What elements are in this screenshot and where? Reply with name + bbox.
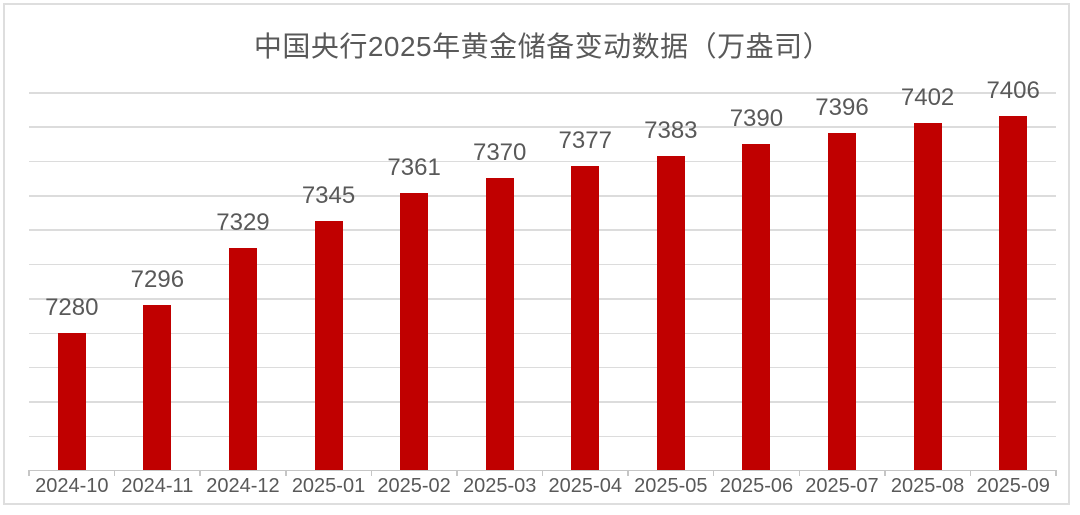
bar (656, 155, 685, 470)
gridline (29, 92, 1056, 94)
x-axis-category-label: 2024-11 (121, 475, 194, 497)
gridline (29, 126, 1056, 128)
gridline (29, 435, 1056, 438)
x-axis-category-label: 2025-08 (890, 475, 965, 497)
x-axis-tick (712, 470, 715, 476)
bar (57, 332, 86, 470)
bar (400, 193, 429, 470)
x-axis-category-label: 2025-03 (462, 475, 537, 497)
gridline (29, 401, 1056, 403)
bar-value-label: 7345 (301, 181, 356, 209)
x-axis-category-label: 2024-10 (35, 475, 109, 497)
bar (913, 122, 942, 470)
bar (485, 177, 514, 470)
x-axis-tick (199, 470, 201, 476)
gridline (29, 263, 1056, 266)
bar-slot: 7296 (115, 92, 201, 470)
bar-slot: 7345 (286, 92, 372, 470)
bar-value-label: 7296 (130, 266, 185, 294)
bar-slot: 7406 (970, 79, 1056, 470)
x-axis-tick (627, 470, 629, 476)
gridline (29, 298, 1056, 300)
x-axis-category-label: 2025-05 (634, 475, 708, 497)
bar (742, 143, 771, 470)
bar-slot: 7280 (29, 92, 115, 470)
bar-value-label: 7396 (815, 94, 869, 122)
bar (571, 165, 600, 470)
bar (228, 248, 257, 470)
bar-value-label: 7361 (387, 154, 441, 182)
x-axis-tick (370, 470, 373, 476)
plot-area: 7280 7296 7329 7345 7361 7370 7377 7383 7390 7396… (28, 79, 1057, 476)
x-axis-category-label: 2025-09 (976, 475, 1050, 497)
bar-value-label: 7383 (644, 116, 698, 144)
chart-frame-border (3, 3, 1070, 505)
bar-slot: 7361 (371, 92, 457, 470)
gridline (29, 229, 1056, 231)
bar-value-label: 7402 (900, 83, 955, 111)
bar-value-label: 7390 (729, 104, 784, 132)
gridline (29, 160, 1056, 163)
bar-slot: 7329 (200, 92, 286, 470)
x-axis-category-label: 2025-07 (805, 475, 879, 497)
x-axis-tick (456, 470, 458, 476)
x-axis-tick (113, 470, 116, 476)
bar-value-label: 7370 (472, 138, 527, 166)
x-axis-tick (969, 470, 972, 476)
x-axis-category-label: 2025-01 (291, 475, 366, 497)
bar-slot: 7383 (628, 92, 714, 470)
chart-title: 中国央行2025年黄金储备变动数据（万盎司） (253, 31, 832, 62)
bar-series: 7280 7296 7329 7345 7361 7370 7377 7383 7390 7396… (29, 79, 1056, 470)
x-axis-category-label: 2025-04 (548, 475, 622, 497)
bar-value-label: 7280 (45, 293, 99, 321)
x-axis-category-label: 2025-06 (719, 475, 794, 497)
bar-slot: 7396 (799, 92, 885, 470)
bar-value-label: 7406 (986, 77, 1040, 105)
x-axis-tick (28, 470, 30, 476)
x-axis-tick (285, 470, 287, 476)
bar-slot: 7390 (714, 92, 800, 470)
gridline (29, 195, 1056, 197)
bar (827, 133, 856, 470)
x-axis-category-label: 2025-02 (377, 475, 451, 497)
bar-value-label: 7329 (216, 209, 270, 237)
bar-slot: 7402 (885, 85, 971, 470)
gridline (29, 332, 1056, 335)
x-axis-category-label: 2024-12 (206, 475, 280, 497)
bar (999, 116, 1028, 470)
x-axis-tick (798, 470, 800, 476)
bar-value-label: 7377 (558, 126, 612, 154)
x-axis-tick (1055, 470, 1057, 476)
bar-slot: 7377 (542, 92, 628, 470)
bar (143, 305, 172, 470)
bar (314, 220, 343, 470)
gridline (29, 366, 1056, 369)
x-axis-tick (541, 470, 544, 476)
bar-slot: 7370 (457, 92, 543, 470)
x-axis-tick (884, 470, 886, 476)
x-axis-labels: 2024-10 2024-11 2024-12 2025-01 2025-02 2025-… (29, 475, 1056, 498)
